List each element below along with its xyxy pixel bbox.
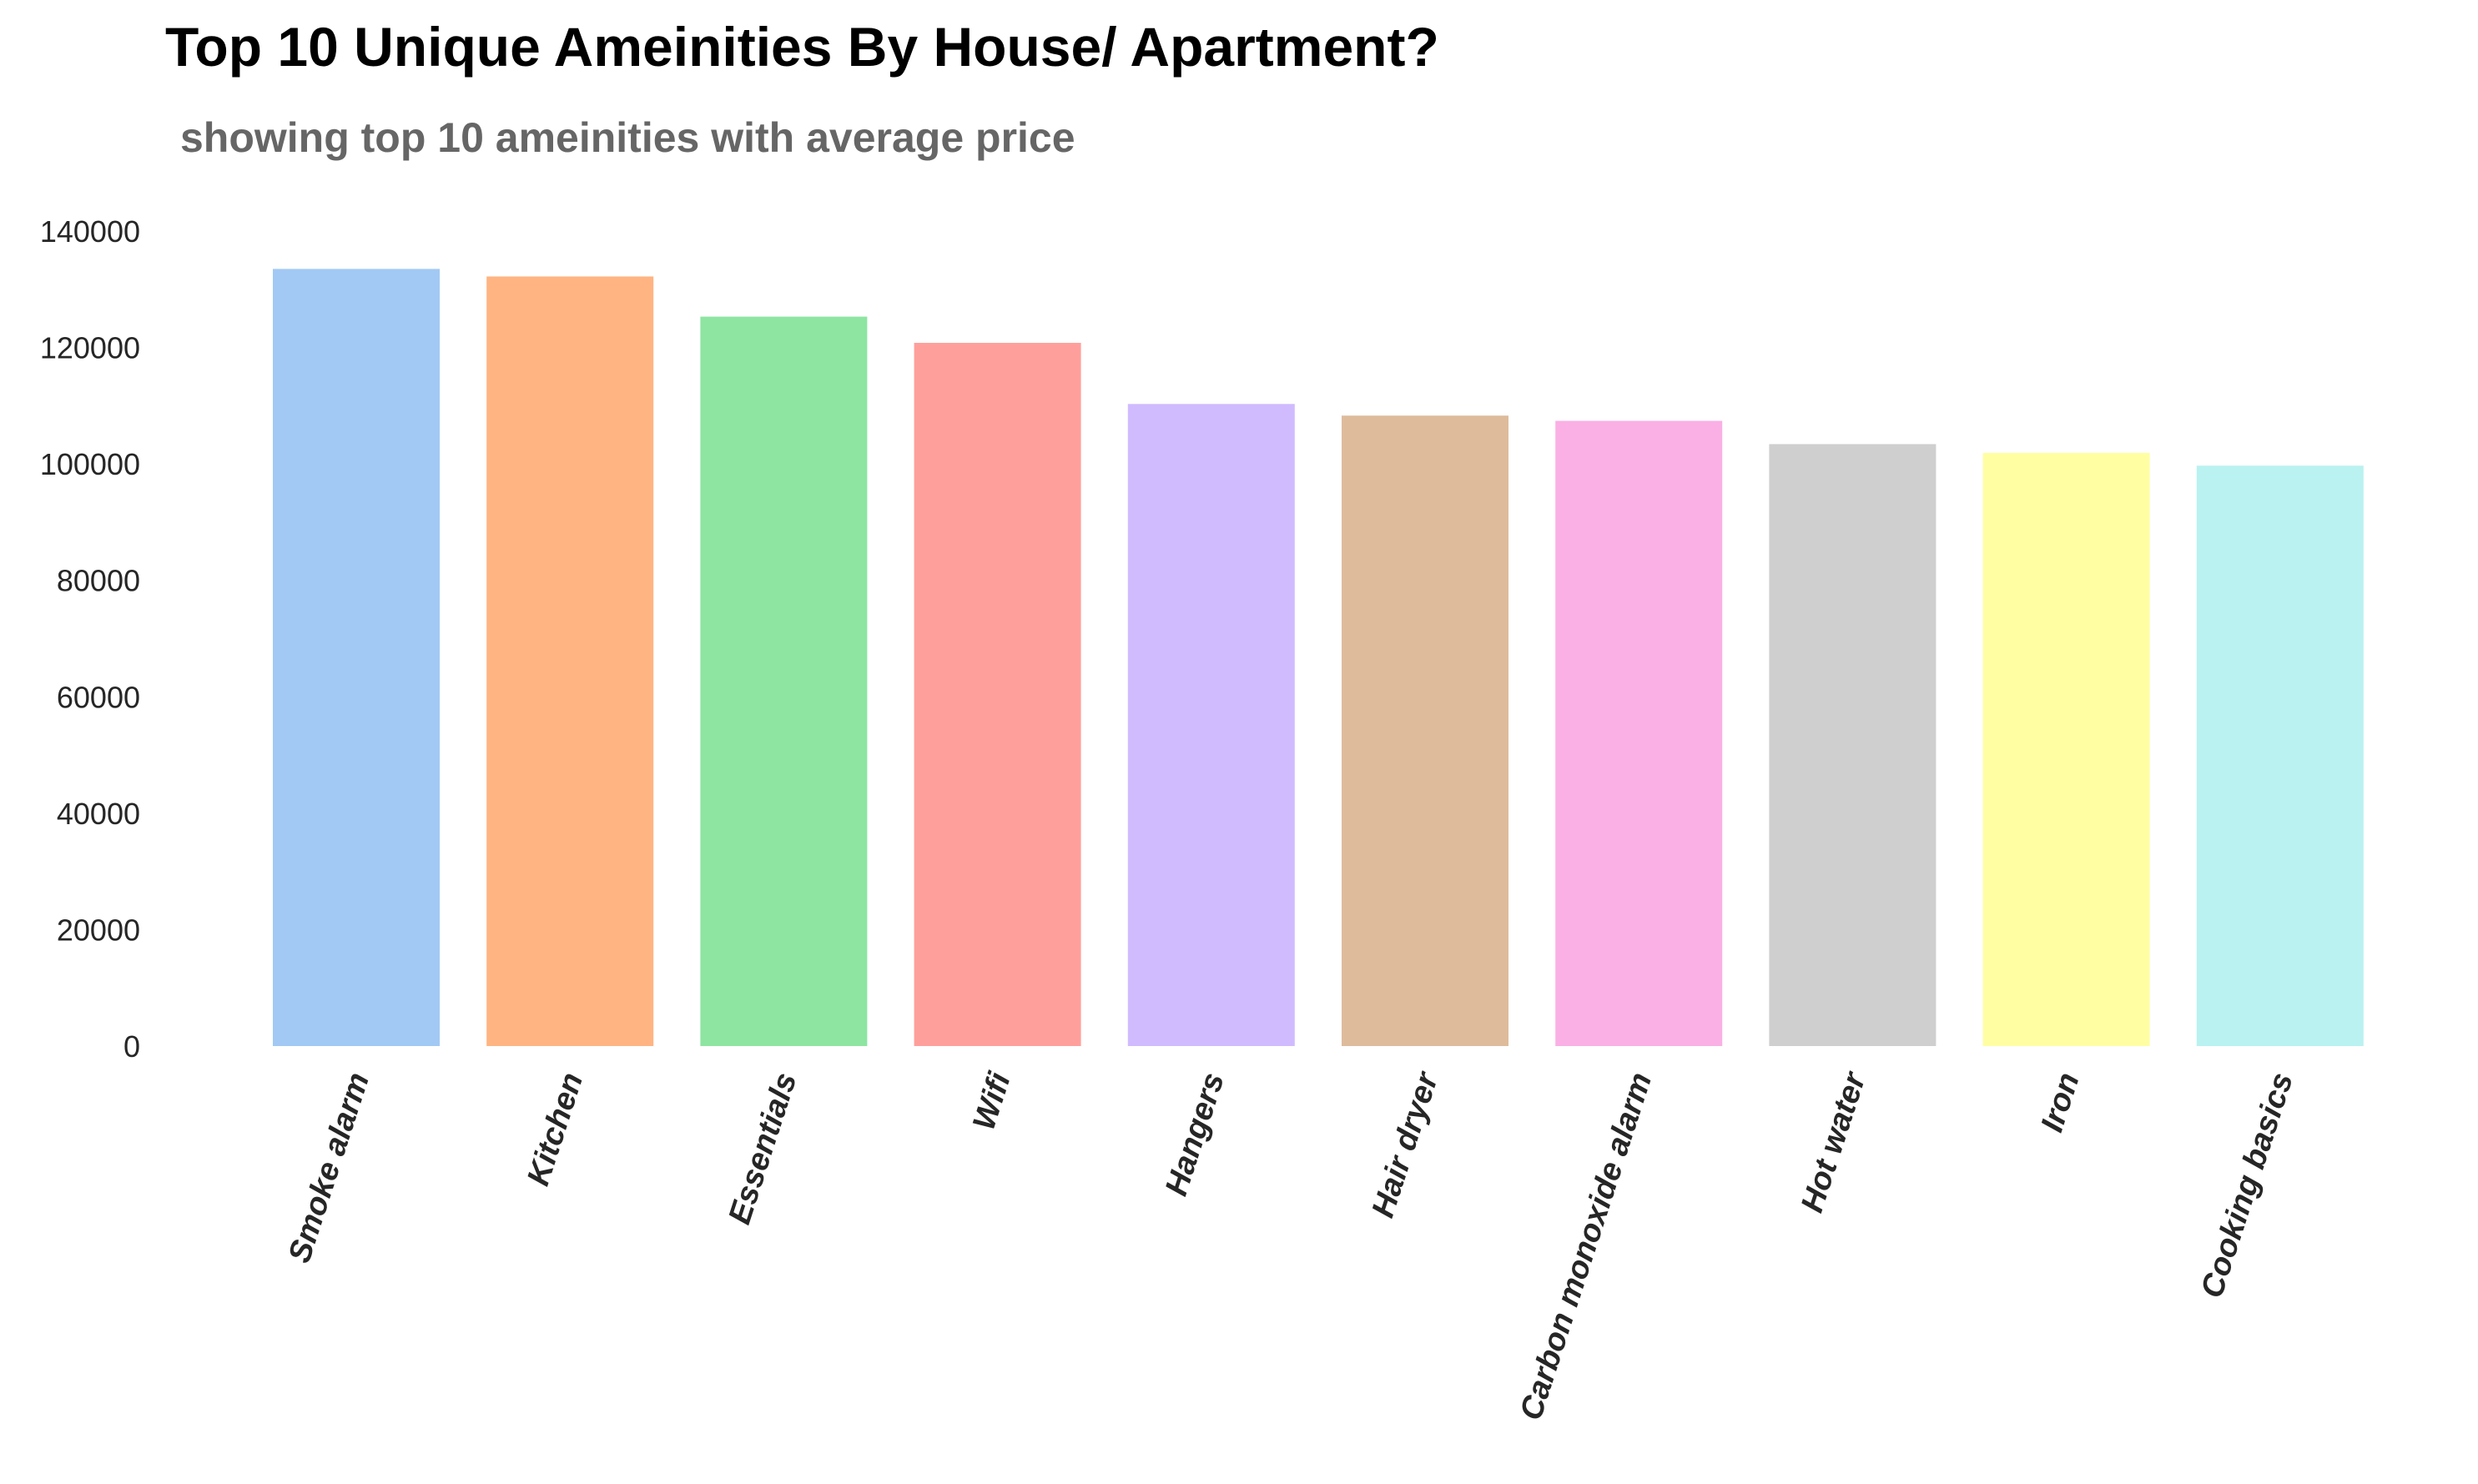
y-tick-label: 60000 [57,680,140,714]
y-tick-label: 140000 [40,214,140,249]
x-axis: Smoke alarm Kitchen Essentials Wifi Hangers H… [282,1067,2300,1425]
bar [1127,404,1295,1047]
x-tick-label: Wifi [966,1068,1018,1134]
y-tick-label: 100000 [40,447,140,481]
bar [1769,444,1937,1046]
x-tick-label: Smoke alarm [282,1069,376,1267]
chart-subtitle: showing top 10 ameinities with average p… [180,114,1075,161]
x-tick-label: Hangers [1159,1069,1231,1200]
x-tick-label: Hair dryer [1366,1067,1446,1222]
y-tick-label: 120000 [40,331,140,365]
y-tick-label: 40000 [57,797,140,831]
chart-title: Top 10 Unique Ameinities By House/ Apart… [165,16,1439,78]
x-tick-label: Kitchen [521,1069,590,1190]
bar [1555,420,1723,1046]
y-axis: 0 20000 40000 60000 80000 100000 120000 140000 [40,214,140,1064]
y-tick-label: 0 [123,1029,140,1064]
bar [1982,452,2150,1046]
bar [914,342,1081,1046]
bar [2196,465,2364,1046]
bar [486,276,654,1046]
x-tick-label: Cooking basics [2194,1069,2300,1302]
bars [273,269,2364,1047]
x-tick-label: Iron [2035,1069,2087,1136]
x-tick-label: Essentials [722,1069,803,1229]
y-tick-label: 20000 [57,913,140,947]
bar [1342,415,1508,1046]
bar [273,269,440,1046]
y-tick-label: 80000 [57,564,140,598]
x-tick-label: Carbon monoxide alarm [1513,1069,1659,1425]
bar [700,316,868,1047]
x-tick-label: Hot water [1795,1067,1873,1217]
